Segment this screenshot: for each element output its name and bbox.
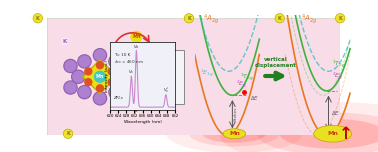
Text: K: K <box>187 16 191 21</box>
Circle shape <box>78 55 91 68</box>
Text: Mn: Mn <box>96 74 104 79</box>
Text: Mn: Mn <box>229 131 240 136</box>
Text: $^1T_{2g}$: $^1T_{2g}$ <box>332 59 346 70</box>
Text: $^2E_g$: $^2E_g$ <box>332 70 344 82</box>
Text: $^1T_{2g}$: $^1T_{2g}$ <box>240 72 254 83</box>
Circle shape <box>65 61 76 71</box>
Circle shape <box>124 82 135 93</box>
Text: T= 10 K: T= 10 K <box>114 53 130 57</box>
Circle shape <box>109 55 122 68</box>
Text: K: K <box>36 16 40 21</box>
Text: K: K <box>278 16 282 21</box>
Circle shape <box>124 61 135 71</box>
Text: Mn: Mn <box>132 34 141 39</box>
Circle shape <box>93 49 107 62</box>
Circle shape <box>123 59 136 73</box>
Circle shape <box>116 71 127 82</box>
Circle shape <box>73 71 84 82</box>
Polygon shape <box>83 60 117 94</box>
FancyBboxPatch shape <box>46 17 341 136</box>
Y-axis label: Intensity (a.u.): Intensity (a.u.) <box>105 60 108 92</box>
Circle shape <box>115 70 128 83</box>
Circle shape <box>72 70 85 83</box>
Text: $\Delta E$: $\Delta E$ <box>250 94 260 102</box>
Text: $\Delta E$: $\Delta E$ <box>331 109 340 117</box>
Text: $^4A_{2g}$: $^4A_{2g}$ <box>301 12 317 26</box>
Text: $v_s$: $v_s$ <box>128 68 135 76</box>
Text: ↑: ↑ <box>339 125 353 143</box>
Circle shape <box>94 50 105 61</box>
Circle shape <box>64 59 77 73</box>
Text: $\lambda_{ex}$ = 460 nm: $\lambda_{ex}$ = 460 nm <box>114 58 144 66</box>
Circle shape <box>131 31 142 42</box>
Text: $v_s'$: $v_s'$ <box>163 85 169 95</box>
Circle shape <box>94 93 105 104</box>
Circle shape <box>96 62 104 69</box>
Circle shape <box>65 82 76 93</box>
Circle shape <box>93 92 107 105</box>
Circle shape <box>110 56 121 67</box>
Circle shape <box>85 68 92 75</box>
Text: $^1E_{1g}$: $^1E_{1g}$ <box>200 67 214 79</box>
Text: vertical
displacement: vertical displacement <box>255 57 297 68</box>
Circle shape <box>110 87 121 98</box>
FancyBboxPatch shape <box>132 50 184 104</box>
Circle shape <box>94 71 105 82</box>
Circle shape <box>79 87 90 98</box>
Text: $^2E_g$: $^2E_g$ <box>236 78 248 90</box>
X-axis label: Wavelength (nm): Wavelength (nm) <box>124 120 161 124</box>
Circle shape <box>108 79 115 86</box>
Text: F: F <box>134 110 138 115</box>
Circle shape <box>108 68 115 75</box>
Text: Stokes: Stokes <box>234 107 238 121</box>
Text: ZPLs: ZPLs <box>113 96 123 100</box>
Text: $^4A_{2g}$: $^4A_{2g}$ <box>203 12 219 26</box>
Text: Mn: Mn <box>327 131 338 136</box>
Circle shape <box>96 85 104 92</box>
Circle shape <box>85 79 92 86</box>
Text: $v_a$: $v_a$ <box>133 43 140 51</box>
Circle shape <box>78 86 91 99</box>
Text: K: K <box>66 131 70 136</box>
Text: K: K <box>338 16 342 21</box>
Circle shape <box>123 81 136 94</box>
Circle shape <box>79 56 90 67</box>
Circle shape <box>109 86 122 99</box>
Text: K: K <box>62 39 67 44</box>
Circle shape <box>64 81 77 94</box>
